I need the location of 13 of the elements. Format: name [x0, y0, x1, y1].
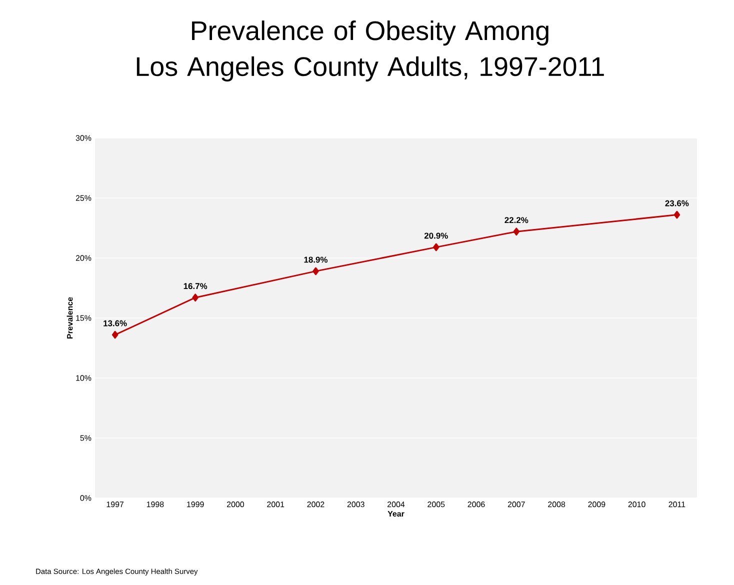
chart-title: Prevalence of Obesity Among Los Angeles County Adults, 1997-2011 — [136, 20, 604, 82]
text: 16.7% — [184, 283, 208, 290]
point — [112, 330, 118, 339]
point — [432, 243, 440, 252]
text: 23.6% — [665, 200, 689, 206]
text: 18.9% — [304, 256, 328, 263]
text: 22.2% — [504, 217, 528, 224]
point — [192, 294, 198, 302]
point — [312, 267, 319, 276]
point — [513, 228, 520, 236]
text: 13.6% — [104, 320, 127, 326]
text: 20.9% — [424, 232, 448, 239]
point — [674, 210, 680, 219]
